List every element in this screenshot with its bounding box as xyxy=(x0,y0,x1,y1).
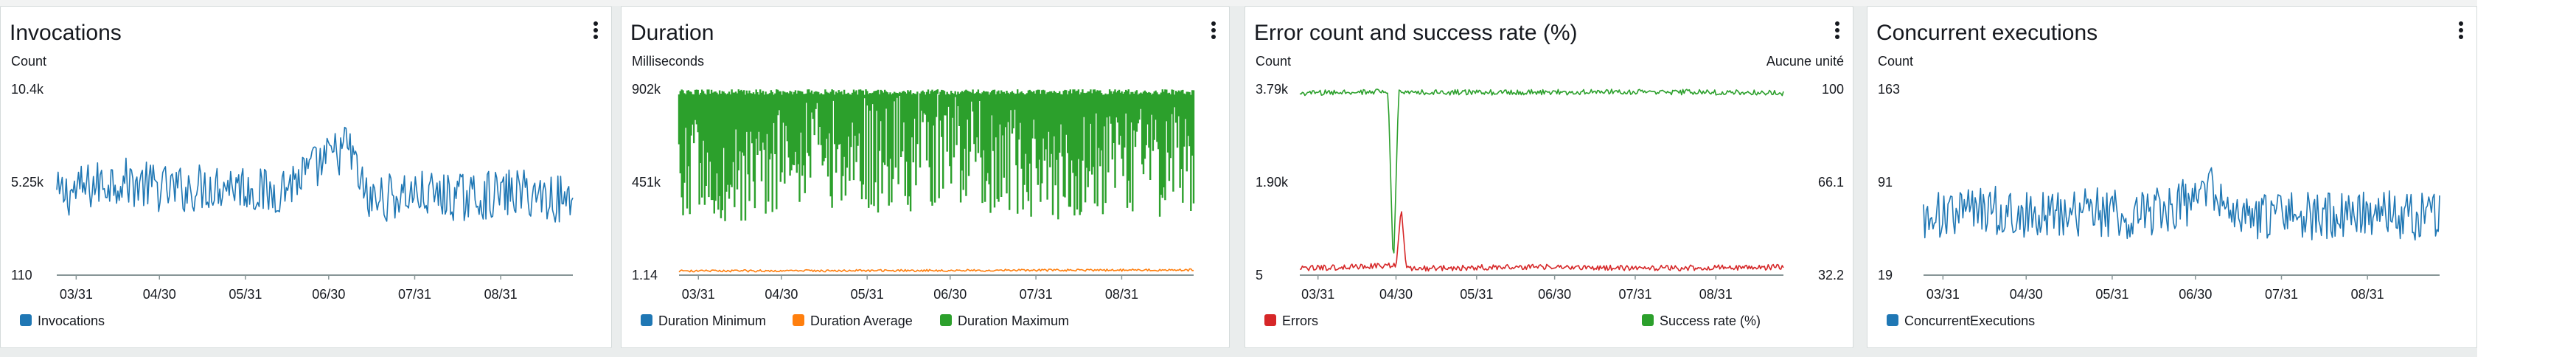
widget-title: Duration xyxy=(630,21,714,45)
chart-errors-success: Count Aucune unité 3.79k 1.90k 5 100 66.1 32.2 0… xyxy=(1256,54,1844,328)
x-tick-label: 03/31 xyxy=(682,287,715,302)
legend-swatch xyxy=(20,314,32,326)
x-tick-label: 03/31 xyxy=(1926,287,1960,302)
y-tick-label: 5 xyxy=(1256,268,1263,283)
chart-duration: Milliseconds 902k 451k 1.14 03/31 04/30 05/31 0… xyxy=(632,54,1195,328)
more-vertical-icon[interactable] xyxy=(2456,21,2466,41)
legend-label: Success rate (%) xyxy=(1660,313,1761,328)
x-tick-label: 07/31 xyxy=(1020,287,1053,302)
x-tick-label: 07/31 xyxy=(398,287,431,302)
x-tick-label: 08/31 xyxy=(1699,287,1733,302)
y-axis-label: Count xyxy=(1256,54,1291,69)
legend-label: Duration Maximum xyxy=(958,313,1069,328)
more-vertical-icon[interactable] xyxy=(591,21,601,41)
x-tick-label: 04/30 xyxy=(143,287,176,302)
x-tick-label: 08/31 xyxy=(484,287,518,302)
widget-concurrent: Concurrent executions Count 163 91 19 03/31 0… xyxy=(1867,6,2477,348)
y-axis-label: Milliseconds xyxy=(632,54,704,69)
page-margin xyxy=(2477,0,2576,357)
legend-swatch xyxy=(940,314,952,326)
widget-title: Concurrent executions xyxy=(1876,21,2098,45)
y-tick-label: 163 xyxy=(1878,82,1900,97)
x-tick-label: 07/31 xyxy=(2265,287,2298,302)
chart-invocations: Count 10.4k 5.25k 110 03/31 04/30 05/31 06/30 07… xyxy=(11,54,574,328)
series-line xyxy=(678,89,1195,221)
x-tick-label: 04/30 xyxy=(765,287,798,302)
y-tick-label: 5.25k xyxy=(11,175,44,190)
y-tick-label: 1.14 xyxy=(632,268,658,283)
legend-swatch xyxy=(793,314,804,326)
y-tick-label: 1.90k xyxy=(1256,175,1289,190)
widget-duration: Duration Milliseconds 902k 451k 1.14 03/31 04… xyxy=(621,6,1230,348)
header-strip xyxy=(0,0,2477,6)
legend-swatch xyxy=(1264,314,1276,326)
x-tick-label: 04/30 xyxy=(1379,287,1413,302)
y-tick-label: 451k xyxy=(632,175,661,190)
y-tick-label: 3.79k xyxy=(1256,82,1289,97)
series-line xyxy=(1923,167,2440,241)
legend-swatch xyxy=(1887,314,1898,326)
more-vertical-icon[interactable] xyxy=(1208,21,1219,41)
x-tick-label: 03/31 xyxy=(60,287,93,302)
x-tick-label: 06/30 xyxy=(933,287,967,302)
legend-label: Errors xyxy=(1282,313,1318,328)
y-axis-label-right: Aucune unité xyxy=(1766,54,1844,69)
x-tick-label: 04/30 xyxy=(2010,287,2043,302)
x-tick-label: 03/31 xyxy=(1301,287,1334,302)
y-tick-label: 10.4k xyxy=(11,82,44,97)
x-tick-label: 05/31 xyxy=(851,287,884,302)
series-line xyxy=(56,126,574,223)
legend-swatch xyxy=(1642,314,1654,326)
y-tick-label: 902k xyxy=(632,82,661,97)
x-tick-label: 08/31 xyxy=(1105,287,1138,302)
y-tick-label-right: 32.2 xyxy=(1818,268,1844,283)
y-tick-label: 110 xyxy=(11,268,32,283)
widget-invocations: Invocations Count 10.4k 5.25k 110 03/31 04/30… xyxy=(0,6,612,348)
chart-concurrent: Count 163 91 19 03/31 04/30 05/31 06/30 07/31 08/… xyxy=(1878,54,2440,328)
legend-swatch xyxy=(641,314,652,326)
series-line xyxy=(678,268,1194,273)
legend-label: Duration Average xyxy=(810,313,913,328)
x-tick-label: 06/30 xyxy=(1538,287,1571,302)
series-line xyxy=(1300,211,1784,272)
x-tick-label: 06/30 xyxy=(312,287,345,302)
legend-label: Duration Minimum xyxy=(658,313,766,328)
y-axis-label: Count xyxy=(11,54,46,69)
x-tick-label: 08/31 xyxy=(2351,287,2384,302)
widget-title: Error count and success rate (%) xyxy=(1254,21,1578,45)
series-line xyxy=(1299,89,1784,254)
x-tick-label: 06/30 xyxy=(2179,287,2212,302)
y-axis-label: Count xyxy=(1878,54,1913,69)
legend-label: Invocations xyxy=(38,313,105,328)
more-vertical-icon[interactable] xyxy=(1832,21,1842,41)
x-tick-label: 05/31 xyxy=(1460,287,1493,302)
y-tick-label-right: 66.1 xyxy=(1818,175,1844,190)
x-tick-label: 05/31 xyxy=(2095,287,2128,302)
x-tick-label: 07/31 xyxy=(1618,287,1651,302)
y-tick-label-right: 100 xyxy=(1822,82,1844,97)
y-tick-label: 19 xyxy=(1878,268,1893,283)
widget-errors-success: Error count and success rate (%) Count Au… xyxy=(1245,6,1853,348)
x-tick-label: 05/31 xyxy=(229,287,262,302)
y-tick-label: 91 xyxy=(1878,175,1893,190)
legend-label: ConcurrentExecutions xyxy=(1904,313,2035,328)
widget-title: Invocations xyxy=(10,21,122,45)
